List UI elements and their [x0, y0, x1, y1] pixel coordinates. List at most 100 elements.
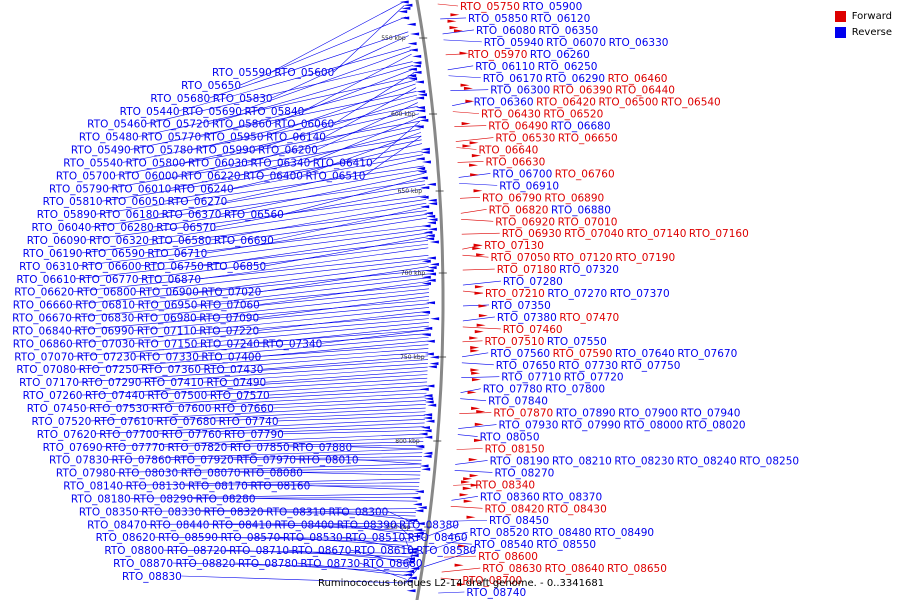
tick-label: 700 kbp — [401, 270, 426, 277]
gene-leader-line — [395, 524, 413, 539]
gene-leader-line — [138, 76, 415, 137]
forward-feature — [472, 246, 482, 250]
gene-label-rto_08180: RTO_08180 — [71, 493, 131, 505]
gene-label-rto_07690: RTO_07690 — [43, 442, 103, 454]
gene-label-rto_07330: RTO_07330 — [139, 351, 199, 363]
reverse-feature — [407, 42, 417, 46]
gene-label-rto_06260: RTO_06260 — [530, 49, 590, 61]
reverse-feature — [411, 496, 421, 500]
gene-leader-line — [333, 5, 405, 73]
gene-label-rto_07590: RTO_07590 — [553, 348, 613, 360]
reverse-feature — [421, 259, 431, 263]
gene-leader-line — [289, 444, 423, 448]
gene-leader-line — [220, 173, 425, 215]
gene-label-rto_06250: RTO_06250 — [538, 61, 598, 73]
reverse-feature — [415, 522, 425, 526]
gene-label-rto_05790: RTO_05790 — [49, 183, 109, 195]
gene-label-rto_07640: RTO_07640 — [615, 348, 675, 360]
gene-leader-line — [409, 536, 468, 558]
gene-label-rto_07790: RTO_07790 — [224, 429, 284, 441]
gene-leader-line — [458, 424, 497, 429]
gene-label-rto_08460: RTO_08460 — [408, 532, 468, 544]
gene-leader-line — [454, 470, 493, 473]
gene-label-rto_07940: RTO_07940 — [681, 408, 741, 420]
gene-leader-line — [456, 448, 483, 450]
reverse-feature — [406, 589, 416, 593]
reverse-feature — [423, 326, 433, 330]
gene-leader-line — [254, 98, 418, 150]
gene-label-rto_07840: RTO_07840 — [488, 396, 548, 408]
forward-feature — [467, 390, 477, 394]
forward-feature — [460, 83, 470, 87]
gene-label-rto_08600: RTO_08600 — [478, 551, 538, 563]
gene-label-rto_07150: RTO_07150 — [138, 338, 198, 350]
forward-feature — [458, 544, 468, 548]
gene-label-rto_07210: RTO_07210 — [485, 288, 545, 300]
gene-label-rto_07800: RTO_07800 — [545, 384, 605, 396]
gene-label-rto_06330: RTO_06330 — [609, 37, 669, 49]
gene-leader-line — [446, 541, 472, 545]
gene-leader-line — [446, 531, 468, 537]
gene-leader-line — [263, 511, 416, 517]
gene-leader-line — [71, 284, 429, 318]
gene-label-rto_06050: RTO_06050 — [105, 196, 165, 208]
forward-feature — [469, 336, 479, 340]
gene-leader-line — [411, 524, 459, 543]
reverse-feature — [421, 310, 431, 314]
reverse-feature — [427, 198, 437, 202]
gene-label-rto_07270: RTO_07270 — [547, 288, 607, 300]
gene-label-rto_08550: RTO_08550 — [536, 539, 596, 551]
reverse-feature — [407, 67, 417, 71]
gene-label-rto_05460: RTO_05460 — [87, 119, 147, 131]
gene-label-rto_08450: RTO_08450 — [489, 515, 549, 527]
forward-feature — [470, 346, 480, 350]
gene-leader-line — [325, 87, 417, 137]
gene-label-rto_07380: RTO_07380 — [497, 312, 557, 324]
gene-label-rto_06370: RTO_06370 — [162, 209, 222, 221]
gene-label-rto_06850: RTO_06850 — [206, 261, 266, 273]
gene-label-rto_06860: RTO_06860 — [13, 338, 73, 350]
gene-label-rto_05480: RTO_05480 — [79, 132, 139, 144]
gene-leader-line — [233, 456, 422, 460]
gene-leader-line — [210, 202, 427, 241]
gene-leader-line — [203, 366, 428, 383]
gene-label-rto_08070: RTO_08070 — [181, 468, 241, 480]
gene-label-rto_06620: RTO_06620 — [14, 287, 74, 299]
gene-label-rto_08300: RTO_08300 — [328, 506, 388, 518]
gene-leader-line — [309, 485, 419, 491]
gene-leader-line — [78, 359, 429, 383]
gene-label-rto_07220: RTO_07220 — [199, 325, 259, 337]
gene-leader-line — [461, 376, 500, 379]
reverse-feature — [414, 509, 424, 513]
forward-feature — [470, 349, 480, 353]
reverse-feature — [407, 550, 417, 554]
gene-leader-line — [122, 106, 419, 163]
gene-leader-line — [210, 396, 427, 409]
gene-leader-line — [460, 209, 487, 214]
gene-leader-line — [387, 511, 415, 524]
reverse-feature — [416, 115, 426, 119]
gene-label-rto_06390: RTO_06390 — [553, 85, 613, 97]
reverse-feature — [415, 445, 425, 449]
reverse-swatch — [834, 26, 846, 38]
gene-label-rto_06460: RTO_06460 — [608, 73, 668, 85]
gene-label-rto_06140: RTO_06140 — [266, 132, 326, 144]
gene-label-rto_06810: RTO_06810 — [75, 300, 135, 312]
reverse-feature — [410, 32, 420, 36]
gene-label-rto_05600: RTO_05600 — [274, 67, 334, 79]
gene-label-rto_07830: RTO_07830 — [49, 455, 109, 467]
gene-label-rto_05490: RTO_05490 — [71, 145, 131, 157]
gene-label-rto_08430: RTO_08430 — [547, 503, 607, 515]
reverse-feature — [425, 419, 435, 423]
tick-label: 850 kbp — [386, 524, 411, 531]
gene-label-rto_08710: RTO_08710 — [229, 545, 289, 557]
gene-label-rto_07160: RTO_07160 — [689, 228, 749, 240]
forward-feature — [469, 474, 479, 478]
gene-leader-line — [350, 549, 409, 565]
gene-label-rto_07680: RTO_07680 — [156, 416, 216, 428]
gene-leader-line — [450, 89, 489, 92]
gene-label-rto_06170: RTO_06170 — [483, 73, 543, 85]
reverse-feature — [429, 362, 439, 366]
reverse-feature — [428, 218, 438, 222]
